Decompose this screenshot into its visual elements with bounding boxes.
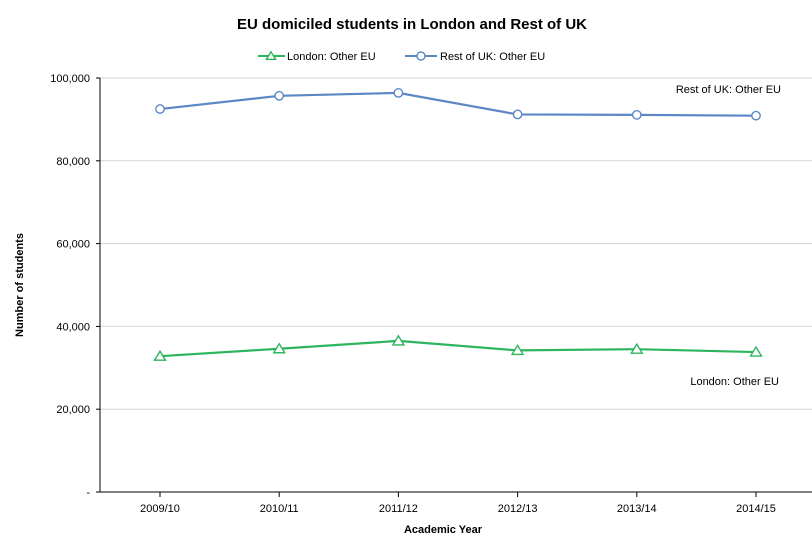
x-tick-label: 2012/13	[498, 503, 538, 515]
series-rest-of-uk-other-eu	[155, 88, 761, 121]
series-line	[159, 339, 757, 358]
legend-item-london: London: Other EU	[258, 50, 376, 63]
legend-marker-rest-of-uk	[416, 51, 426, 61]
x-tick-label: 2013/14	[617, 503, 657, 515]
legend-label-london: London: Other EU	[287, 51, 376, 63]
x-axis-title: Academic Year	[404, 524, 483, 536]
x-tick-label: 2009/10	[140, 503, 180, 515]
series-london-other-eu	[153, 334, 763, 361]
series-end-label-london: London: Other EU	[690, 376, 779, 388]
legend-label-rest-of-uk: Rest of UK: Other EU	[440, 51, 545, 63]
data-point-marker	[391, 334, 406, 346]
data-point-marker	[631, 109, 642, 120]
series-end-label-rest-of-uk: Rest of UK: Other EU	[676, 84, 781, 96]
legend-marker-london	[265, 50, 277, 61]
y-tick-label: 80,000	[56, 156, 90, 168]
y-axis-title: Number of students	[14, 233, 26, 337]
y-tick-label: 20,000	[56, 404, 90, 416]
data-point-marker	[510, 344, 525, 356]
y-tick-label: -	[86, 487, 90, 499]
y-tick-label: 100,000	[50, 73, 90, 85]
y-tick-label: 40,000	[56, 321, 90, 333]
data-point-marker	[274, 90, 285, 101]
data-point-marker	[272, 342, 286, 354]
data-point-marker	[749, 345, 763, 357]
data-point-marker	[153, 349, 167, 361]
y-tick-label: 60,000	[56, 239, 90, 251]
y-axis-ticks: - 20,000 40,000 60,000 80,000 100,000	[50, 73, 100, 499]
x-tick-label: 2011/12	[379, 503, 418, 515]
data-point-marker	[512, 109, 523, 120]
data-point-marker	[155, 104, 165, 114]
x-tick-label: 2014/15	[736, 503, 776, 515]
gridlines	[100, 77, 812, 410]
data-point-marker	[630, 342, 644, 354]
legend: London: Other EU Rest of UK: Other EU	[258, 50, 545, 63]
legend-item-rest-of-uk: Rest of UK: Other EU	[405, 51, 545, 63]
x-axis-ticks: 2009/10 2010/11 2011/12 2012/13 2013/14 2014/…	[140, 492, 776, 515]
data-point-marker	[393, 88, 404, 98]
series-line	[159, 91, 757, 117]
chart-title: EU domiciled students in London and Rest…	[237, 16, 587, 33]
x-tick-label: 2010/11	[260, 503, 299, 515]
data-point-marker	[751, 110, 761, 121]
